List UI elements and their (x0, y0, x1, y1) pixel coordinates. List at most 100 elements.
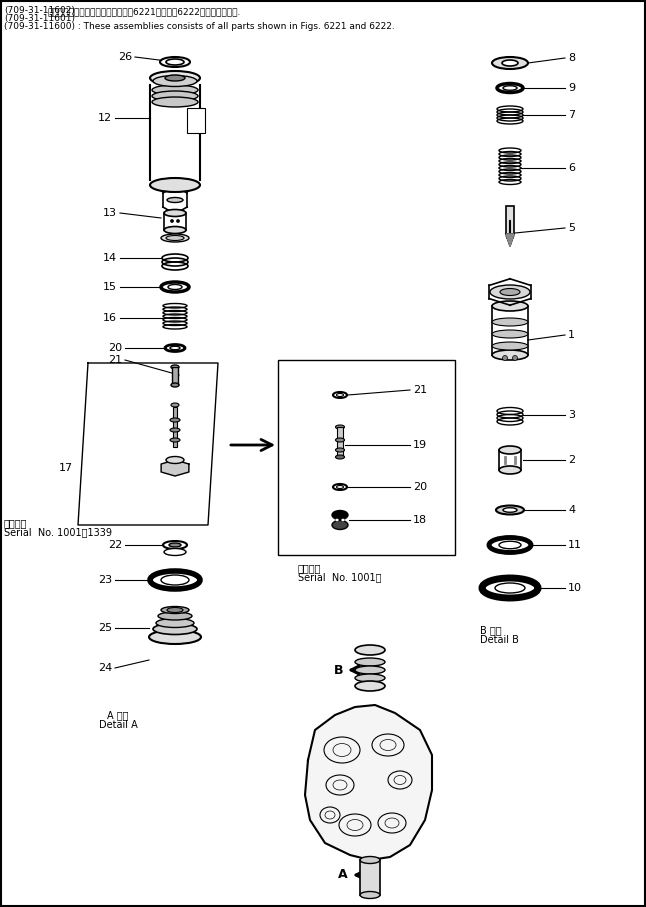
Ellipse shape (164, 549, 186, 555)
Ellipse shape (355, 666, 385, 674)
Text: Serial  No. 1001～: Serial No. 1001～ (298, 572, 382, 582)
Ellipse shape (335, 438, 344, 442)
Ellipse shape (166, 59, 184, 65)
Text: 17: 17 (59, 463, 73, 473)
Text: 14: 14 (103, 253, 117, 263)
Ellipse shape (355, 681, 385, 691)
Text: 9: 9 (568, 83, 575, 93)
Bar (506, 206, 514, 234)
Ellipse shape (335, 425, 344, 429)
Text: 25: 25 (98, 623, 112, 633)
Bar (360, 860, 380, 895)
Text: これらのアセンブリの構成部品は第6221図及び第6222図まで含みます.: これらのアセンブリの構成部品は第6221図及び第6222図まで含みます. (48, 7, 242, 16)
Text: 11: 11 (568, 540, 582, 550)
Polygon shape (161, 460, 189, 476)
Text: 適用号機: 適用号機 (298, 563, 322, 573)
Ellipse shape (171, 365, 179, 369)
Text: B 詳細: B 詳細 (480, 625, 502, 635)
Text: 8: 8 (568, 53, 575, 63)
Ellipse shape (512, 356, 517, 360)
Ellipse shape (355, 645, 385, 655)
Ellipse shape (176, 219, 180, 222)
Ellipse shape (166, 236, 184, 240)
Ellipse shape (170, 346, 180, 350)
Ellipse shape (169, 543, 181, 547)
Ellipse shape (492, 342, 528, 350)
Text: 5: 5 (568, 223, 575, 233)
Ellipse shape (150, 178, 200, 192)
Ellipse shape (168, 285, 182, 289)
Ellipse shape (171, 219, 174, 222)
Text: 4: 4 (568, 505, 575, 515)
Text: 21: 21 (108, 355, 122, 365)
Ellipse shape (335, 455, 344, 459)
Ellipse shape (165, 75, 185, 81)
Ellipse shape (492, 330, 528, 338)
Ellipse shape (335, 519, 339, 522)
Ellipse shape (166, 456, 184, 463)
Ellipse shape (164, 210, 186, 217)
Text: 7: 7 (568, 110, 575, 120)
Text: A: A (339, 869, 348, 882)
Bar (337, 427, 343, 457)
Text: 13: 13 (103, 208, 117, 218)
Ellipse shape (496, 505, 524, 514)
Ellipse shape (170, 418, 180, 422)
Text: B: B (333, 664, 343, 677)
Text: 18: 18 (413, 515, 427, 525)
Ellipse shape (499, 541, 521, 549)
Ellipse shape (503, 86, 517, 91)
Ellipse shape (152, 85, 198, 95)
Ellipse shape (492, 318, 528, 326)
Ellipse shape (332, 521, 348, 530)
Ellipse shape (502, 60, 518, 66)
Ellipse shape (489, 538, 531, 552)
Text: 10: 10 (568, 583, 582, 593)
Ellipse shape (170, 438, 180, 442)
Text: 22: 22 (108, 540, 122, 550)
Ellipse shape (149, 630, 201, 644)
Text: 3: 3 (568, 410, 575, 420)
Ellipse shape (360, 856, 380, 863)
Ellipse shape (360, 892, 380, 899)
Text: (709-31-11602): (709-31-11602) (4, 6, 75, 15)
Text: 16: 16 (103, 313, 117, 323)
Text: 19: 19 (413, 440, 427, 450)
Ellipse shape (500, 288, 520, 296)
Ellipse shape (150, 71, 200, 85)
Text: 2: 2 (568, 455, 575, 465)
Text: (709-31-11601): (709-31-11601) (4, 14, 75, 23)
Text: 適用号機: 適用号機 (4, 518, 28, 528)
Ellipse shape (160, 57, 190, 67)
Ellipse shape (503, 508, 517, 512)
Text: 12: 12 (98, 113, 112, 123)
Ellipse shape (497, 83, 523, 93)
Ellipse shape (495, 583, 525, 593)
Ellipse shape (164, 227, 186, 233)
Ellipse shape (161, 234, 189, 242)
Ellipse shape (153, 75, 197, 86)
Text: 24: 24 (98, 663, 112, 673)
Text: 1: 1 (568, 330, 575, 340)
Ellipse shape (153, 623, 197, 635)
Bar (173, 407, 177, 447)
Ellipse shape (490, 285, 530, 299)
Ellipse shape (332, 511, 348, 520)
Text: 15: 15 (103, 282, 117, 292)
Bar (172, 367, 178, 385)
Ellipse shape (161, 607, 189, 613)
Ellipse shape (163, 541, 187, 549)
Text: 6: 6 (568, 163, 575, 173)
Ellipse shape (170, 428, 180, 432)
Ellipse shape (167, 198, 183, 202)
Text: 20: 20 (413, 482, 427, 492)
Polygon shape (305, 705, 432, 860)
Ellipse shape (161, 575, 189, 585)
Ellipse shape (503, 356, 508, 360)
Ellipse shape (482, 578, 538, 598)
Ellipse shape (165, 345, 185, 352)
Bar (187, 108, 205, 133)
Text: Serial  No. 1001～1339: Serial No. 1001～1339 (4, 527, 112, 537)
Ellipse shape (341, 519, 345, 522)
Polygon shape (506, 234, 514, 246)
